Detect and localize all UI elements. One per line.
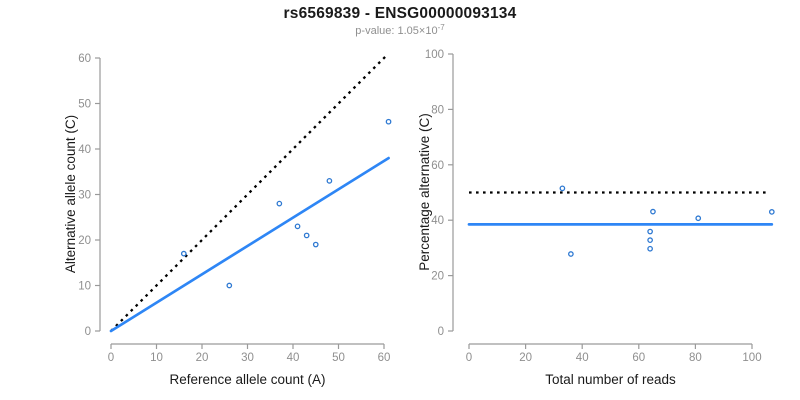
x-tick-label: 40	[287, 352, 300, 364]
y-tick-label: 50	[78, 99, 91, 111]
y-tick-label: 10	[78, 281, 91, 293]
x-tick-label: 50	[332, 352, 345, 364]
data-point	[312, 241, 319, 248]
right-scatter-plot: 0 20 40 60 80 100 0 20 40 60 80 100 Total number of …	[417, 49, 775, 387]
data-point	[647, 228, 653, 235]
y-tick-label: 60	[78, 53, 91, 65]
y-tick-label: 60	[431, 160, 444, 172]
data-point	[226, 282, 233, 289]
x-tick-label: 20	[196, 352, 209, 364]
data-point	[385, 118, 392, 125]
y-axis-title: Percentage alternative (C)	[417, 113, 432, 271]
y-tick-label: 40	[78, 144, 91, 156]
y-tick-label: 30	[78, 190, 91, 202]
data-point	[559, 185, 566, 192]
x-tick-label: 0	[108, 352, 114, 364]
x-axis-title: Total number of reads	[545, 372, 676, 387]
data-point	[647, 237, 653, 243]
x-tick-label: 40	[576, 352, 589, 364]
data-point	[180, 250, 187, 257]
x-tick-label: 60	[632, 352, 645, 364]
data-point	[294, 223, 301, 230]
x-tick-label: 0	[466, 352, 472, 364]
x-tick-label: 20	[519, 352, 532, 364]
x-tick-label: 100	[742, 352, 761, 364]
x-tick-label: 60	[378, 352, 391, 364]
x-tick-label: 80	[689, 352, 702, 364]
identity-line	[110, 54, 388, 332]
left-scatter-plot: 0 10 20 30 40 50 60 0 10 20 30 40 50 60 Reference alle…	[63, 53, 392, 387]
data-point	[768, 209, 775, 215]
y-tick-label: 0	[85, 326, 91, 338]
y-tick-label: 40	[431, 215, 444, 227]
regression-line	[109, 156, 390, 333]
data-point	[303, 232, 310, 239]
data-point	[647, 245, 653, 252]
x-tick-label: 30	[241, 352, 254, 364]
y-tick-label: 80	[431, 104, 444, 116]
x-axis-title: Reference allele count (A)	[169, 372, 325, 387]
data-point	[568, 251, 574, 257]
data-point	[650, 208, 656, 215]
y-tick-label: 100	[425, 49, 444, 61]
y-axis-title: Alternative allele count (C)	[63, 115, 78, 273]
data-point	[326, 178, 333, 184]
data-point	[695, 215, 702, 222]
data-point	[276, 200, 283, 207]
y-tick-label: 0	[438, 326, 444, 338]
x-tick-label: 10	[150, 352, 163, 364]
y-tick-label: 20	[431, 271, 444, 283]
y-tick-label: 20	[78, 235, 91, 247]
